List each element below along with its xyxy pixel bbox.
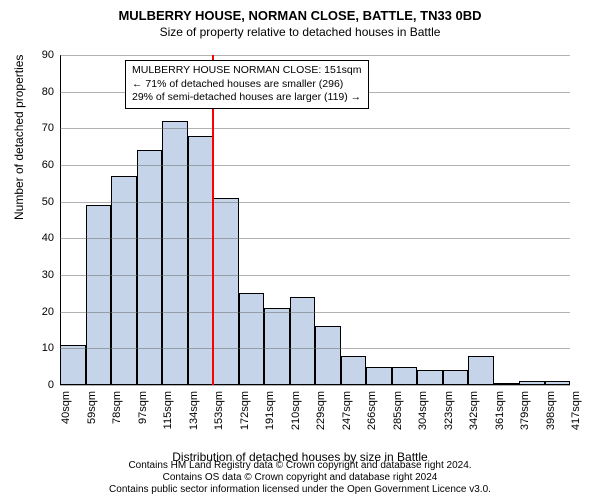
histogram-bar (60, 345, 86, 385)
annotation-box: MULBERRY HOUSE NORMAN CLOSE: 151sqm ← 71… (125, 60, 369, 109)
annotation-line2: ← 71% of detached houses are smaller (29… (132, 78, 362, 92)
chart-subtitle: Size of property relative to detached ho… (0, 25, 600, 39)
histogram-bar (417, 370, 443, 385)
ytick-label: 80 (24, 86, 54, 98)
histogram-bar (315, 326, 341, 385)
plot-area: 0102030405060708090 40sqm59sqm78sqm97sqm… (60, 55, 570, 385)
chart-title: MULBERRY HOUSE, NORMAN CLOSE, BATTLE, TN… (0, 0, 600, 23)
grid-line (60, 55, 570, 56)
ytick-label: 30 (24, 269, 54, 281)
histogram-bar (290, 297, 316, 385)
annotation-line1: MULBERRY HOUSE NORMAN CLOSE: 151sqm (132, 64, 362, 78)
histogram-bar (239, 293, 265, 385)
ytick-label: 10 (24, 342, 54, 354)
grid-line (60, 165, 570, 166)
grid-line (60, 128, 570, 129)
attribution-line2: Contains OS data © Crown copyright and d… (0, 472, 600, 484)
attribution: Contains HM Land Registry data © Crown c… (0, 460, 600, 496)
grid-line (60, 312, 570, 313)
chart-container: MULBERRY HOUSE, NORMAN CLOSE, BATTLE, TN… (0, 0, 600, 500)
ytick-label: 60 (24, 159, 54, 171)
histogram-bar (468, 356, 494, 385)
histogram-bar (162, 121, 188, 385)
histogram-bar (137, 150, 163, 385)
ytick-label: 50 (24, 196, 54, 208)
attribution-line3: Contains public sector information licen… (0, 484, 600, 496)
histogram-bar (264, 308, 290, 385)
ytick-label: 0 (24, 379, 54, 391)
grid-line (60, 348, 570, 349)
histogram-bar (213, 198, 239, 385)
grid-line (60, 275, 570, 276)
ytick-label: 90 (24, 49, 54, 61)
histogram-bar (341, 356, 367, 385)
ytick-label: 20 (24, 306, 54, 318)
ytick-label: 70 (24, 122, 54, 134)
grid-line (60, 238, 570, 239)
histogram-bar (392, 367, 418, 385)
histogram-bar (366, 367, 392, 385)
annotation-line3: 29% of semi-detached houses are larger (… (132, 91, 362, 105)
grid-line (60, 202, 570, 203)
histogram-bar (111, 176, 137, 385)
histogram-bar (86, 205, 112, 385)
histogram-bar (443, 370, 469, 385)
ytick-label: 40 (24, 232, 54, 244)
attribution-line1: Contains HM Land Registry data © Crown c… (0, 460, 600, 472)
